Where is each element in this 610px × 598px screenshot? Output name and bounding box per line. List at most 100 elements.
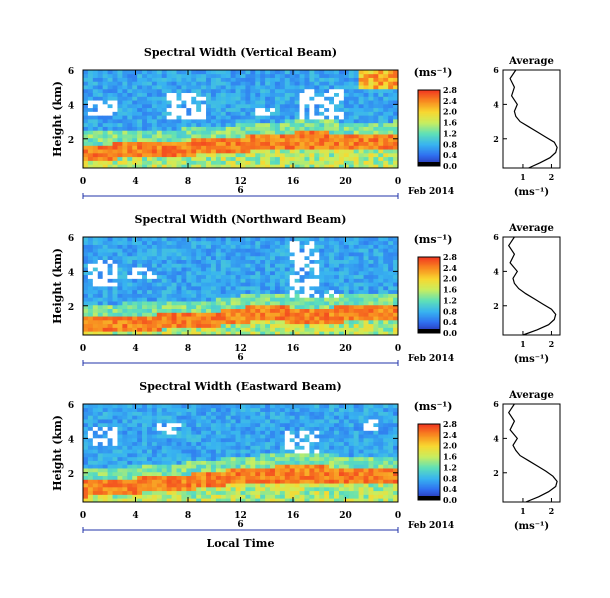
heatmap-cell bbox=[299, 122, 305, 127]
heatmap-cell bbox=[92, 323, 99, 328]
heatmap-cell bbox=[83, 415, 89, 420]
heatmap-cell bbox=[358, 263, 364, 268]
heatmap-cell bbox=[250, 430, 256, 435]
heatmap-cell bbox=[97, 77, 104, 82]
heatmap-cell bbox=[329, 270, 335, 276]
heatmap-cell bbox=[274, 453, 281, 458]
heatmap-cell bbox=[83, 107, 89, 112]
heatmap-cell bbox=[270, 237, 276, 242]
heatmap-cell bbox=[329, 453, 335, 458]
heatmap-cell bbox=[146, 73, 153, 78]
heatmap-cell bbox=[348, 77, 355, 82]
heatmap-cell bbox=[245, 449, 251, 454]
heatmap-cell bbox=[284, 119, 291, 124]
heatmap-cell bbox=[92, 475, 99, 480]
heatmap-cell bbox=[265, 419, 271, 424]
heatmap-cell bbox=[92, 422, 99, 428]
heatmap-cell bbox=[225, 323, 232, 328]
heatmap-cell bbox=[309, 483, 315, 488]
heatmap-cell bbox=[196, 240, 202, 245]
heatmap-cell bbox=[142, 115, 148, 120]
heatmap-cell bbox=[250, 323, 256, 328]
heatmap-cell bbox=[265, 270, 271, 276]
heatmap-cell bbox=[156, 494, 163, 499]
heatmap-cell bbox=[324, 475, 330, 480]
heatmap-cell bbox=[388, 263, 394, 268]
heatmap-cell bbox=[270, 422, 276, 428]
heatmap-cell bbox=[215, 115, 222, 120]
heatmap-cell bbox=[176, 312, 182, 317]
heatmap-cell bbox=[92, 460, 99, 465]
heatmap-cell bbox=[245, 244, 251, 249]
colorbar-step bbox=[418, 149, 440, 152]
heatmap-cell bbox=[284, 160, 291, 165]
heatmap-cell bbox=[250, 85, 256, 90]
heatmap-cell bbox=[132, 312, 138, 317]
heatmap-cell bbox=[260, 453, 266, 458]
heatmap-cell bbox=[383, 255, 389, 261]
heatmap-cell bbox=[235, 164, 241, 169]
heatmap-cell bbox=[117, 270, 123, 276]
colorbar-step bbox=[418, 292, 440, 295]
heatmap-cell bbox=[191, 122, 197, 127]
heatmap-cell bbox=[343, 468, 350, 473]
heatmap-cell bbox=[97, 96, 104, 101]
heatmap-cell bbox=[137, 278, 143, 283]
heatmap-cell bbox=[334, 422, 340, 428]
heatmap-cell bbox=[260, 445, 266, 450]
heatmap-cell bbox=[161, 430, 168, 435]
heatmap-cell bbox=[156, 498, 163, 503]
heatmap-cell bbox=[289, 92, 296, 97]
heatmap-cell bbox=[338, 267, 345, 272]
heatmap-cell bbox=[142, 411, 148, 416]
heatmap-cell bbox=[176, 160, 182, 165]
heatmap-cell bbox=[127, 407, 133, 412]
heatmap-cell bbox=[220, 437, 227, 443]
heatmap-cell bbox=[383, 286, 389, 291]
heatmap-cell bbox=[329, 252, 335, 257]
heatmap-cell bbox=[348, 301, 355, 306]
heatmap-cell bbox=[142, 137, 148, 143]
heatmap-cell bbox=[230, 486, 236, 492]
heatmap-cell bbox=[176, 107, 182, 112]
heatmap-cell bbox=[274, 456, 281, 461]
heatmap-cell bbox=[338, 301, 345, 306]
heatmap-cell bbox=[383, 137, 389, 143]
heatmap-cell bbox=[196, 441, 202, 446]
heatmap-cell bbox=[279, 111, 286, 116]
heatmap-cell bbox=[383, 141, 389, 146]
heatmap-cell bbox=[240, 411, 246, 416]
heatmap-cell bbox=[132, 479, 138, 484]
heatmap-cell bbox=[250, 437, 256, 443]
heatmap-cell bbox=[274, 270, 281, 276]
colorbar-tick-label: 0.8 bbox=[443, 139, 457, 149]
heatmap-cell bbox=[220, 77, 227, 82]
heatmap-cell bbox=[274, 301, 281, 306]
heatmap-cell bbox=[186, 498, 192, 503]
heatmap-cell bbox=[250, 301, 256, 306]
heatmap-cell bbox=[137, 407, 143, 412]
heatmap-cell bbox=[83, 77, 89, 82]
heatmap-cell bbox=[196, 103, 202, 109]
heatmap-cell bbox=[206, 149, 212, 154]
heatmap-cell bbox=[353, 160, 360, 165]
heatmap-cell bbox=[215, 126, 222, 131]
heatmap-cell bbox=[358, 160, 364, 165]
heatmap-cell bbox=[83, 259, 89, 264]
heatmap-cell bbox=[127, 415, 133, 420]
heatmap-cell bbox=[171, 145, 177, 150]
heatmap-cell bbox=[107, 115, 113, 120]
heatmap-cell bbox=[142, 331, 148, 336]
heatmap-cell bbox=[289, 426, 296, 431]
heatmap-cell bbox=[122, 415, 128, 420]
heatmap-cell bbox=[260, 331, 266, 336]
heatmap-cell bbox=[225, 304, 232, 310]
heatmap-cell bbox=[338, 404, 345, 409]
heatmap-cell bbox=[176, 422, 182, 428]
heatmap-cell bbox=[230, 122, 236, 127]
heatmap-cell bbox=[220, 81, 227, 86]
heatmap-cell bbox=[171, 445, 177, 450]
heatmap-cell bbox=[102, 274, 109, 279]
heatmap-cell bbox=[334, 319, 340, 325]
heatmap-cell bbox=[142, 149, 148, 154]
